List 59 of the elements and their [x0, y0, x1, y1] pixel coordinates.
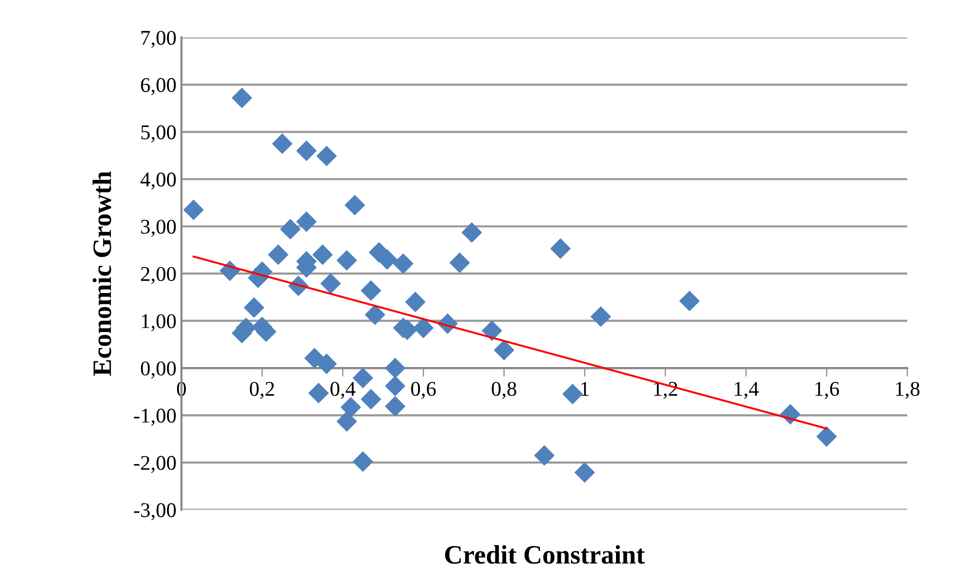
x-tick-label: 1,8 [896, 382, 920, 399]
y-tick-label: 4,00 [140, 172, 176, 190]
point [268, 244, 289, 266]
y-axis-title: Economic Growth [92, 171, 112, 376]
point [360, 280, 382, 301]
y-tick-label: -1,00 [134, 408, 176, 426]
x-tick-label: 0,4 [330, 382, 356, 399]
x-tick-label: 1,6 [815, 382, 840, 399]
point [384, 396, 406, 417]
point [590, 306, 612, 327]
point [183, 200, 204, 220]
point [336, 411, 358, 432]
point [413, 318, 434, 338]
point [816, 426, 837, 447]
point [494, 340, 514, 360]
y-tick-label: 2,00 [141, 266, 176, 284]
point [360, 388, 382, 410]
point [320, 273, 341, 294]
point [308, 382, 329, 404]
point [280, 218, 301, 240]
x-axis-title: Credit Constraint [445, 545, 645, 564]
point [449, 252, 470, 274]
point [482, 320, 502, 342]
point [574, 462, 595, 483]
point [679, 290, 700, 312]
point [534, 445, 555, 466]
point [550, 238, 571, 259]
x-tick-label: 0,6 [411, 382, 436, 399]
point [312, 244, 333, 266]
point [392, 253, 414, 274]
y-tick-label: 6,00 [141, 78, 176, 96]
point [384, 358, 406, 378]
point [316, 146, 337, 166]
y-tick-label: 1,00 [142, 314, 176, 332]
point [316, 354, 337, 374]
point [461, 222, 482, 243]
y-tick-label: 5,00 [141, 125, 176, 142]
point [272, 133, 293, 154]
point [364, 304, 386, 325]
x-tick-label: 0,8 [492, 382, 516, 399]
x-tick-label: 1 [581, 382, 589, 396]
point [336, 250, 358, 271]
point [296, 211, 317, 232]
y-tick-label: 3,00 [141, 220, 176, 237]
y-tick-label: 7,00 [142, 30, 176, 48]
y-tick-label: -2,00 [134, 456, 176, 473]
point [304, 348, 325, 368]
point [344, 194, 366, 216]
point [405, 292, 426, 312]
y-tick-label: -3,00 [134, 503, 176, 520]
point [232, 88, 252, 108]
point [562, 384, 583, 404]
point [296, 140, 317, 162]
point [352, 451, 374, 472]
y-tick-label: 0,00 [140, 361, 176, 378]
x-tick-label: 1,4 [734, 382, 759, 399]
point [384, 376, 406, 396]
point [244, 297, 264, 318]
x-tick-label: 0,2 [250, 382, 274, 399]
